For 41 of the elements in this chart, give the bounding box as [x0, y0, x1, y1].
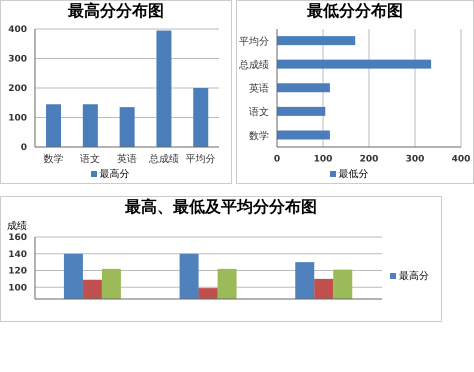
x-tick-label: 总成绩 [148, 153, 179, 166]
chart-title: 最高、最低及平均分分布图 [124, 197, 318, 218]
bar [277, 83, 330, 92]
x-tick-label: 英语 [117, 153, 137, 166]
y-axis-title: 成绩 [7, 220, 28, 232]
y-tick-label: 平均分 [239, 35, 269, 48]
bar [277, 106, 326, 116]
legend-label: 最低分 [338, 168, 368, 181]
legend-label: 最高分 [100, 168, 130, 181]
y-tick-label: 总成绩 [238, 58, 269, 71]
x-tick-label: 0 [274, 154, 280, 164]
y-tick-label: 140 [8, 250, 27, 260]
y-tick-label: 数学 [249, 130, 269, 142]
y-tick-label: 语文 [249, 106, 269, 118]
bar [277, 36, 356, 46]
y-tick-label: 0 [20, 143, 27, 154]
bar [193, 88, 208, 147]
x-tick-label: 数学 [43, 153, 64, 166]
x-tick-label: 300 [406, 154, 424, 164]
bar [120, 107, 135, 147]
bar [82, 104, 98, 147]
y-tick-label: 英语 [249, 82, 269, 95]
y-tick-label: 160 [8, 233, 27, 244]
y-tick-label: 200 [8, 84, 27, 94]
chart-title: 最高分分布图 [67, 1, 165, 22]
legend-label: 最高分 [399, 270, 429, 283]
x-tick-label: 语文 [80, 153, 100, 166]
x-tick-label: 100 [314, 154, 332, 164]
y-tick-label: 100 [8, 283, 27, 294]
y-tick-label: 120 [8, 266, 27, 277]
chart-title: 最低分分布图 [306, 1, 404, 22]
bar [277, 60, 432, 69]
bar [156, 30, 172, 147]
y-tick-label: 300 [8, 54, 27, 65]
x-tick-label: 平均分 [186, 153, 216, 166]
y-tick-label: 400 [8, 25, 27, 36]
bar [277, 130, 330, 140]
bar [46, 104, 62, 147]
y-tick-label: 100 [8, 114, 27, 124]
x-tick-label: 200 [360, 154, 378, 164]
x-tick-label: 400 [452, 154, 470, 164]
